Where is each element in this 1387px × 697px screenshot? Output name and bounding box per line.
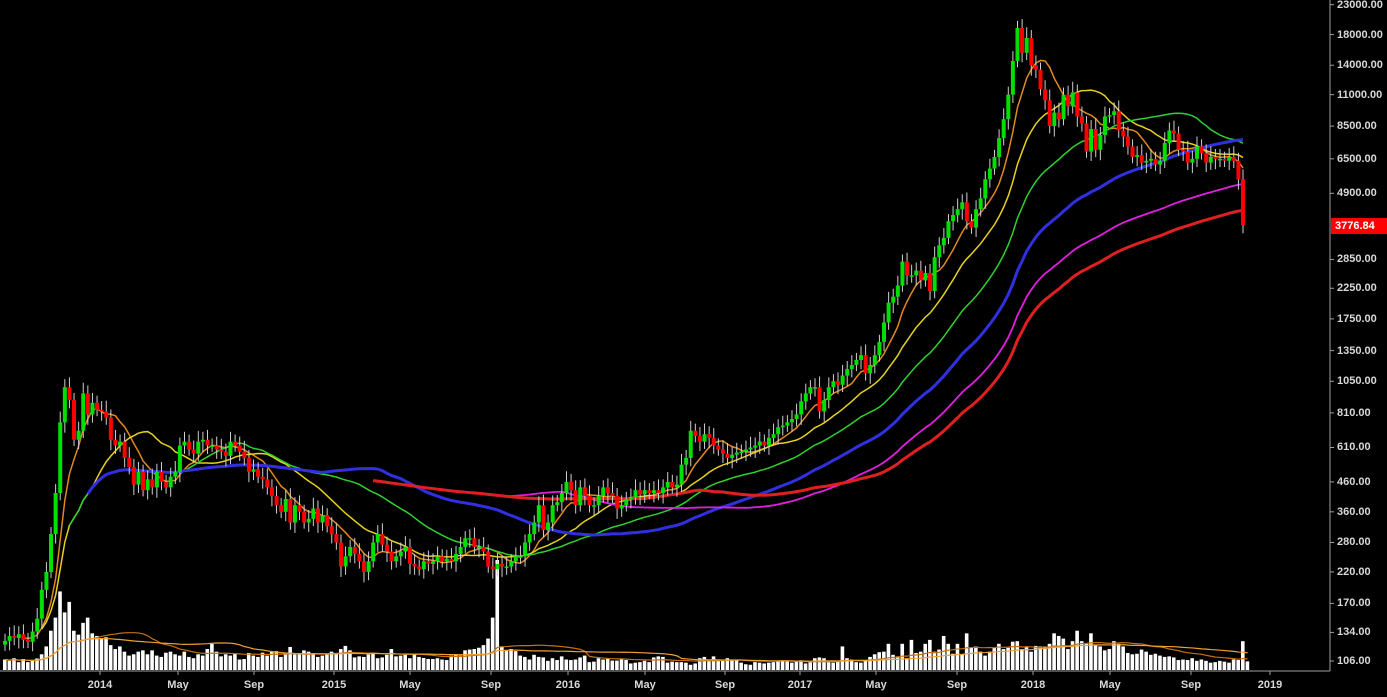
y-tick-label: 8500.00 [1337,120,1377,133]
y-tick-label: 106.00 [1337,655,1371,667]
y-tick-label: 1350.00 [1337,344,1377,357]
price-moving-averages [23,59,1244,640]
y-tick-label: 4900.00 [1337,187,1377,200]
x-tick-label: Sep [480,679,502,691]
x-tick-label: May [167,679,189,691]
last-price-badge: 3776.84 [1331,218,1387,234]
x-tick-label: 2017 [787,679,813,691]
y-tick-label: 460.00 [1337,475,1371,488]
x-tick-label: May [1099,679,1121,691]
x-tick-label: 2014 [87,679,113,691]
x-tick-label: Sep [714,679,736,691]
y-tick-label: 360.00 [1337,505,1371,518]
x-tick-label: May [865,679,887,691]
y-tick-label: 6500.00 [1337,152,1377,165]
x-tick-label: Sep [243,679,265,691]
x-tick-label: Sep [946,679,968,691]
x-tick-label: May [399,679,421,691]
y-tick-label: 220.00 [1337,565,1371,578]
y-tick-label: 14000.00 [1337,59,1383,72]
y-tick-label: 23000.00 [1337,0,1383,11]
x-tick-label: May [634,679,656,691]
x-tick-label: 2016 [555,679,581,691]
y-tick-label: 610.00 [1337,441,1371,454]
x-tick-label: 2019 [1257,679,1283,691]
y-tick-label: 810.00 [1337,406,1371,419]
y-tick-label: 134.00 [1337,626,1371,639]
x-tick-label: 2018 [1020,679,1046,691]
axes [0,0,1334,675]
y-tick-label: 170.00 [1337,597,1371,610]
y-tick-label: 2850.00 [1337,253,1377,266]
y-tick-label: 1050.00 [1337,375,1377,388]
y-tick-label: 2250.00 [1337,282,1377,295]
y-tick-label: 11000.00 [1337,88,1383,101]
y-tick-label: 1750.00 [1337,312,1377,325]
y-tick-label: 280.00 [1337,536,1371,549]
x-tick-label: 2015 [321,679,347,691]
x-tick-label: Sep [1180,679,1202,691]
candlesticks [3,19,1245,652]
volume-moving-averages [4,632,1248,663]
y-tick-label: 18000.00 [1337,28,1383,41]
volume-bars [3,560,1250,670]
